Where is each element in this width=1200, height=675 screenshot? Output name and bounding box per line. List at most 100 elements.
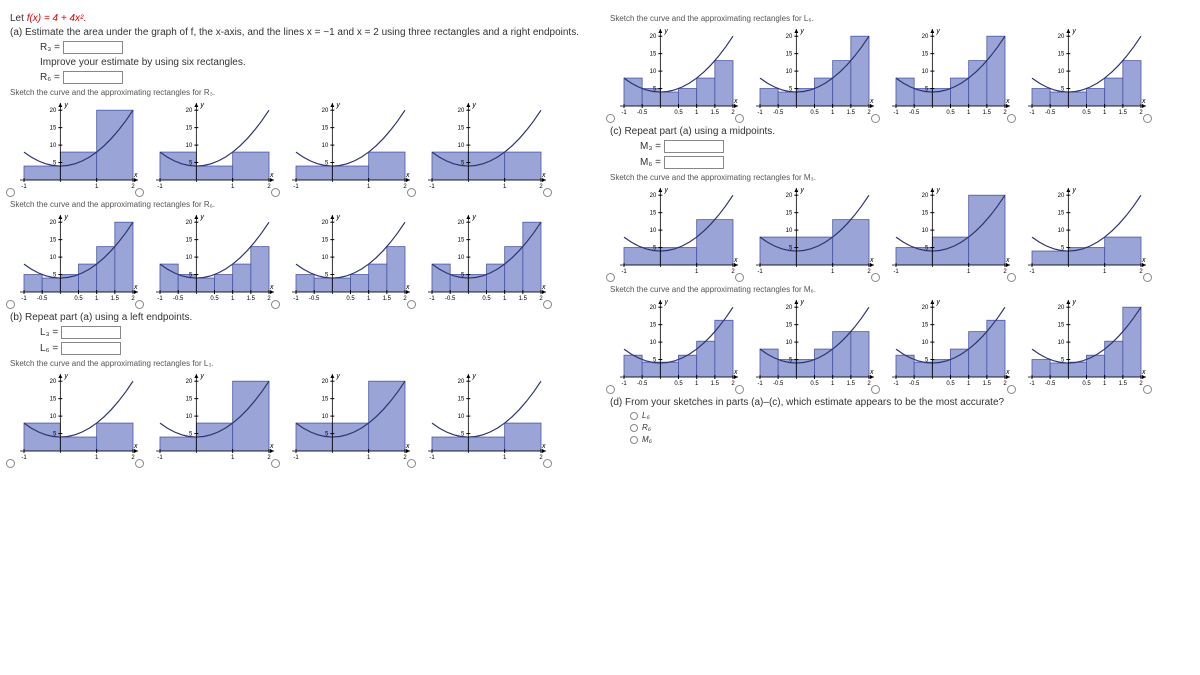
svg-text:y: y — [799, 28, 804, 35]
svg-text:-1: -1 — [757, 269, 763, 275]
svg-text:y: y — [199, 102, 204, 109]
part-d-option[interactable]: M₆ — [630, 435, 1190, 444]
svg-text:10: 10 — [1058, 228, 1065, 234]
svg-text:x: x — [541, 443, 546, 450]
chart-option-radio[interactable] — [6, 300, 15, 309]
m6-input[interactable] — [664, 156, 724, 169]
l6-input[interactable] — [61, 342, 121, 355]
chart-option-radio[interactable] — [407, 188, 416, 197]
svg-text:20: 20 — [786, 34, 793, 40]
svg-text:1: 1 — [231, 296, 235, 302]
svg-text:0.5: 0.5 — [1082, 110, 1091, 116]
chart-option-radio[interactable] — [271, 188, 280, 197]
chart-option-radio[interactable] — [6, 459, 15, 468]
chart: yx5101520-112 — [146, 370, 276, 465]
svg-text:y: y — [1071, 299, 1076, 306]
radio-icon[interactable] — [630, 412, 638, 420]
chart-option-radio[interactable] — [543, 459, 552, 468]
svg-text:1: 1 — [95, 184, 99, 190]
svg-text:10: 10 — [322, 414, 329, 420]
svg-text:1.5: 1.5 — [1119, 381, 1128, 387]
chart-option-radio[interactable] — [543, 300, 552, 309]
chart-option-radio[interactable] — [543, 188, 552, 197]
svg-text:20: 20 — [650, 305, 657, 311]
svg-text:1: 1 — [967, 269, 971, 275]
chart-option-radio[interactable] — [407, 300, 416, 309]
chart-option-radio[interactable] — [735, 385, 744, 394]
svg-text:15: 15 — [922, 323, 929, 329]
part-d-label: (d) — [610, 397, 622, 408]
chart-option-radio[interactable] — [606, 385, 615, 394]
svg-text:20: 20 — [922, 193, 929, 199]
chart-option-radio[interactable] — [606, 114, 615, 123]
svg-text:15: 15 — [922, 52, 929, 58]
chart-option-radio[interactable] — [1143, 385, 1152, 394]
svg-text:15: 15 — [1058, 52, 1065, 58]
chart-option-radio[interactable] — [871, 114, 880, 123]
svg-text:20: 20 — [786, 193, 793, 199]
svg-text:-1: -1 — [21, 455, 27, 461]
chart-option-radio[interactable] — [735, 114, 744, 123]
chart-option-radio[interactable] — [1007, 114, 1016, 123]
svg-text:y: y — [199, 214, 204, 221]
svg-text:1: 1 — [831, 381, 835, 387]
svg-text:y: y — [471, 214, 476, 221]
svg-text:1: 1 — [695, 110, 699, 116]
chart: yx5101520-112 — [1018, 184, 1148, 279]
svg-text:15: 15 — [458, 238, 465, 244]
svg-text:y: y — [335, 102, 340, 109]
svg-text:15: 15 — [458, 126, 465, 132]
svg-text:10: 10 — [922, 228, 929, 234]
radio-icon[interactable] — [630, 436, 638, 444]
chart-option-radio[interactable] — [135, 459, 144, 468]
chart: yx5101520-112 — [418, 99, 548, 194]
svg-text:20: 20 — [1058, 34, 1065, 40]
radio-icon[interactable] — [630, 424, 638, 432]
chart-option-radio[interactable] — [871, 385, 880, 394]
chart-option-radio[interactable] — [871, 273, 880, 282]
svg-text:-1: -1 — [293, 455, 299, 461]
chart-option-radio[interactable] — [1143, 114, 1152, 123]
m3-input[interactable] — [664, 140, 724, 153]
chart-option-radio[interactable] — [271, 300, 280, 309]
svg-text:0.5: 0.5 — [946, 381, 955, 387]
chart-row: yx5101520-1-0.50.511.52yx5101520-1-0.50.… — [610, 296, 1190, 391]
svg-text:x: x — [269, 284, 274, 291]
m6: M₆ = — [640, 156, 1190, 169]
svg-text:0.5: 0.5 — [674, 110, 683, 116]
chart-option-radio[interactable] — [135, 300, 144, 309]
svg-text:x: x — [1005, 98, 1010, 105]
chart-option-radio[interactable] — [135, 188, 144, 197]
svg-text:1.5: 1.5 — [111, 296, 120, 302]
svg-text:10: 10 — [50, 414, 57, 420]
chart-option-radio[interactable] — [1007, 273, 1016, 282]
chart: yx5101520-1-0.50.511.52 — [746, 25, 876, 120]
chart-option-radio[interactable] — [1143, 273, 1152, 282]
chart-option-radio[interactable] — [606, 273, 615, 282]
svg-text:x: x — [1141, 369, 1146, 376]
svg-text:y: y — [663, 28, 668, 35]
chart-option-radio[interactable] — [271, 459, 280, 468]
m3: M₃ = — [640, 140, 1190, 153]
chart-option-radio[interactable] — [735, 273, 744, 282]
part-c-label: (c) — [610, 126, 622, 137]
svg-text:y: y — [335, 373, 340, 380]
r3-input[interactable] — [63, 41, 123, 54]
l3-input[interactable] — [61, 326, 121, 339]
svg-text:x: x — [869, 257, 874, 264]
chart: yx5101520-1-0.50.511.52 — [10, 211, 140, 306]
svg-text:15: 15 — [322, 238, 329, 244]
svg-text:0.5: 0.5 — [210, 296, 219, 302]
svg-text:1: 1 — [503, 455, 507, 461]
chart-option-radio[interactable] — [1007, 385, 1016, 394]
svg-text:y: y — [471, 373, 476, 380]
chart-row: yx5101520-112yx5101520-112yx5101520-112y… — [10, 99, 590, 194]
r6-input[interactable] — [63, 71, 123, 84]
svg-text:-0.5: -0.5 — [37, 296, 48, 302]
svg-text:x: x — [133, 284, 138, 291]
svg-text:15: 15 — [922, 211, 929, 217]
chart-option-radio[interactable] — [407, 459, 416, 468]
part-d-option[interactable]: R₆ — [630, 423, 1190, 432]
chart-option-radio[interactable] — [6, 188, 15, 197]
part-d-option[interactable]: L₆ — [630, 411, 1190, 420]
